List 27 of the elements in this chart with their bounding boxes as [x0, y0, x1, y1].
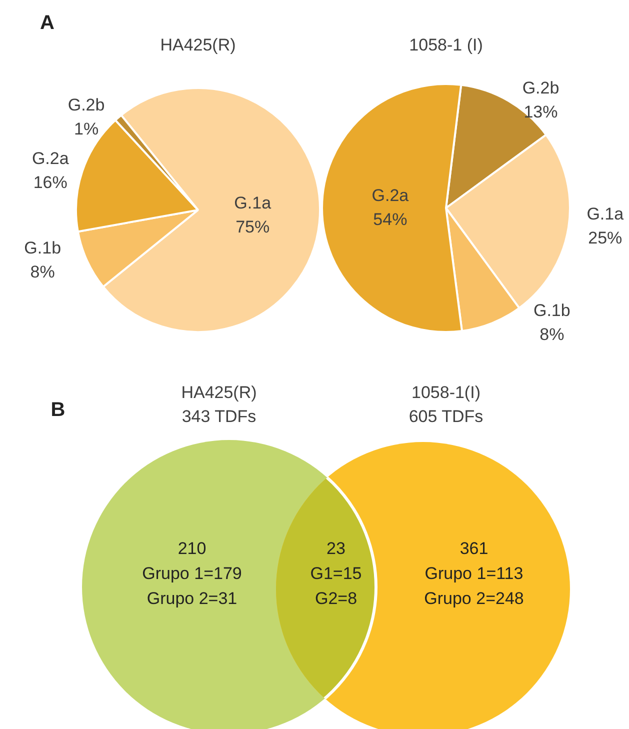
slice-label: G.1b: [24, 238, 62, 258]
data-label: 8%: [540, 324, 564, 344]
chart-title: HA425(R): [160, 36, 236, 55]
data-label: 16%: [33, 172, 68, 192]
text: B: [50, 399, 66, 421]
slice-label: G.2b: [522, 78, 560, 98]
text: 361 Grupo 1=113 Grupo 2=248: [424, 539, 524, 608]
slice-label: G.1a: [586, 204, 624, 224]
data-label: 13%: [524, 102, 558, 122]
chart-title: 1058-1 (I): [409, 36, 483, 55]
data-label: 54%: [373, 210, 408, 229]
text: 23 G1=15 G2=8: [310, 539, 362, 608]
category-label: 1058-1(I): [412, 383, 480, 402]
data-label: 25%: [588, 228, 622, 248]
text: A: [40, 12, 54, 35]
category-label: HA425(R): [181, 383, 257, 402]
slice-label: G.2a: [32, 148, 70, 168]
text: 210 Grupo 1=179 Grupo 2=31: [142, 539, 242, 608]
slice-label: G.1b: [533, 300, 570, 320]
slice-label: G.2b: [68, 95, 105, 114]
data-label: 1%: [74, 119, 99, 138]
text: 605 TDFs: [408, 407, 484, 426]
text: 343 TDFs: [182, 407, 256, 426]
data-label: 75%: [236, 217, 270, 236]
slice-label: G.1a: [234, 193, 272, 212]
slice-label: G.2a: [372, 186, 410, 205]
data-label: 8%: [30, 262, 55, 282]
